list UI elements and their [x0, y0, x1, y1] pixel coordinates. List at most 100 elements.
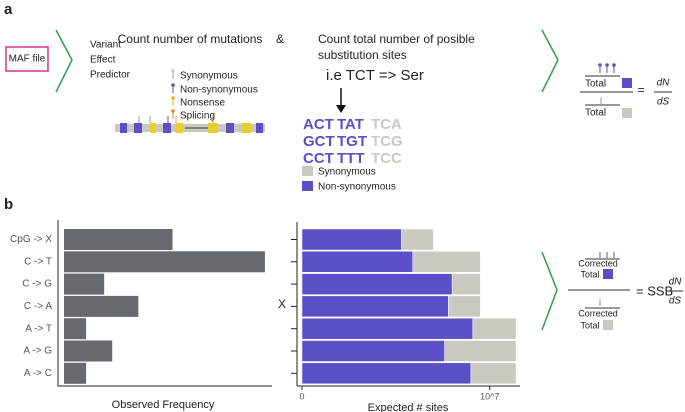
formula-text: = SSB — [636, 283, 673, 298]
bar-segment — [472, 317, 517, 340]
exon — [163, 123, 171, 133]
times: X — [278, 297, 286, 311]
pin — [171, 96, 175, 100]
bar-segment — [412, 251, 481, 273]
codon: TTT — [337, 150, 365, 167]
exon — [134, 123, 142, 133]
bar-segment — [301, 273, 453, 295]
bar-segment — [301, 317, 474, 340]
bar-segment — [470, 362, 517, 385]
legend-swatch — [302, 181, 313, 191]
exon — [208, 123, 218, 133]
bar-segment — [451, 273, 481, 295]
input-box — [5, 46, 49, 72]
swatch — [603, 320, 613, 330]
section-title: Count total number of posible — [318, 32, 475, 46]
codon: TCC — [371, 150, 402, 167]
swatch — [622, 108, 632, 118]
legend-label: Nonsense — [180, 98, 225, 109]
codon: TGT — [337, 133, 367, 150]
formula-text: Total — [585, 108, 606, 119]
exon — [256, 123, 263, 133]
ampersand: & — [276, 32, 284, 46]
bar — [64, 229, 173, 250]
bar-segment — [444, 340, 517, 362]
tool-label: Variant — [90, 40, 121, 51]
pin — [612, 63, 616, 67]
legend-label: Synonymous — [318, 167, 376, 178]
bar-segment — [301, 340, 445, 362]
codon: TCG — [371, 133, 403, 150]
exon — [120, 123, 127, 133]
bar-segment — [448, 295, 481, 318]
formula-b: Corrected Total Corrected Total = SSB dN… — [568, 252, 683, 330]
example: i.e TCT => Ser — [326, 67, 424, 84]
gene-strip — [115, 116, 265, 133]
codon: TAT — [337, 116, 364, 133]
panel-label: a — [4, 1, 13, 18]
formula-text: dN — [669, 277, 683, 288]
bar-segment — [401, 228, 434, 251]
y-tick-label: CpG -> X — [10, 234, 52, 245]
exon — [176, 123, 183, 133]
bar — [64, 295, 139, 317]
codon: CCT — [303, 150, 334, 167]
legend-swatch — [302, 166, 313, 176]
formula-text: Corrected — [578, 258, 618, 268]
section-title: substitution sites — [318, 48, 407, 62]
legend-label: Splicing — [180, 111, 215, 122]
bracket — [541, 251, 558, 331]
formula-text: Total — [580, 320, 599, 330]
tool-label: Predictor — [90, 70, 131, 81]
bracket — [541, 29, 559, 93]
bar — [64, 340, 113, 362]
formula-a: Total Total = dN dS — [580, 63, 672, 119]
y-tick-label: C -> T — [24, 256, 52, 267]
bar — [64, 318, 87, 340]
x-tick-label: 10^7 — [480, 391, 499, 401]
swatch — [622, 78, 632, 88]
legend-label: Non-synonymous — [318, 182, 396, 193]
exon — [241, 123, 251, 133]
bar-segment — [301, 251, 414, 273]
y-tick-label: C -> A — [24, 301, 52, 312]
input-label: MAF file — [9, 54, 46, 65]
arrow-head — [336, 105, 346, 113]
tool-label: Effect — [90, 55, 116, 66]
section-title: Count number of mutations — [118, 32, 263, 46]
x-tick-label: 0 — [299, 391, 304, 401]
pin — [171, 69, 175, 73]
pin — [171, 83, 175, 87]
bar-segment — [301, 362, 472, 385]
x-axis-label: Expected # sites — [368, 402, 449, 412]
pin — [171, 109, 175, 113]
bracket — [55, 29, 73, 93]
formula-text: = — [637, 83, 644, 97]
bar-segment — [301, 228, 402, 251]
codon: TCA — [371, 116, 402, 133]
codon: ACT — [303, 116, 334, 133]
bar — [64, 362, 87, 384]
mutation-legend: Synonymous Non-synonymous Nonsense Splic… — [171, 69, 258, 122]
pin — [605, 63, 609, 67]
codon: GCT — [303, 133, 335, 150]
pin — [598, 63, 602, 67]
exon — [150, 123, 156, 133]
formula-text: Corrected — [578, 308, 618, 318]
formula-text: dS — [669, 296, 682, 307]
exon — [226, 123, 234, 133]
y-tick-label: A -> C — [24, 368, 52, 379]
bar — [64, 273, 105, 295]
formula-text: dS — [657, 97, 670, 108]
formula-text: dN — [657, 78, 671, 89]
panel-label: b — [4, 196, 13, 213]
formula-text: Total — [585, 79, 606, 90]
bar-segment — [301, 295, 449, 318]
y-tick-label: C -> G — [22, 279, 52, 290]
swatch — [603, 269, 613, 279]
y-tick-label: A -> T — [25, 323, 52, 334]
bar — [64, 251, 265, 273]
legend-label: Non-synonymous — [180, 85, 258, 96]
codon-grid: ACT TAT TCA GCT TGT TCG CCT TTT TCC — [303, 116, 403, 167]
